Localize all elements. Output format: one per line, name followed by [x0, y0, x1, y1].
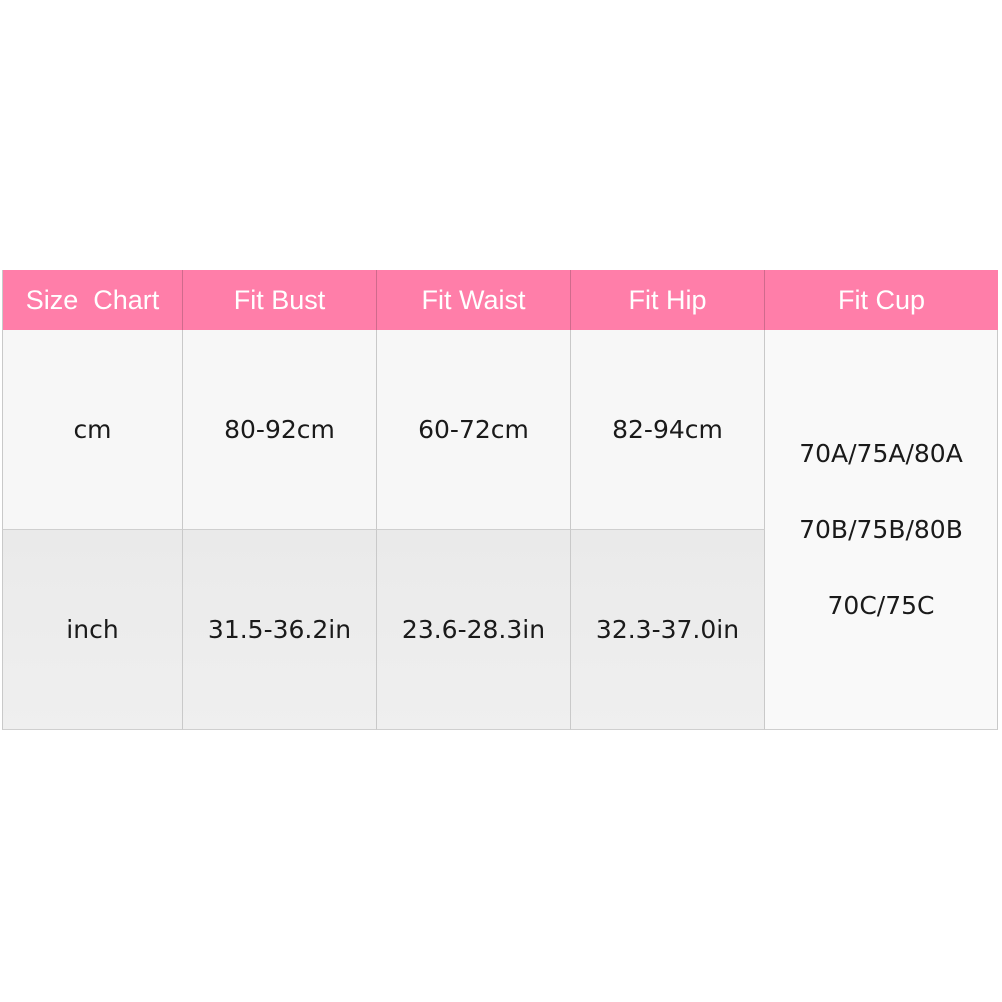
size-chart-table: Size Chart Fit Bust Fit Waist Fit Hip Fi… [2, 270, 998, 730]
cell-waist-inch: 23.6-28.3in [377, 530, 571, 730]
cell-hip-inch: 32.3-37.0in [571, 530, 765, 730]
header-fit-hip: Fit Hip [571, 270, 765, 330]
cell-fit-cup: 70A/75A/80A 70B/75B/80B 70C/75C [765, 330, 998, 730]
cell-unit-inch: inch [2, 530, 183, 730]
cell-bust-cm: 80-92cm [183, 330, 377, 530]
cup-size-c: 70C/75C [827, 591, 935, 620]
cup-size-b: 70B/75B/80B [799, 515, 963, 544]
header-fit-bust: Fit Bust [183, 270, 377, 330]
header-fit-waist: Fit Waist [377, 270, 571, 330]
cell-hip-cm: 82-94cm [571, 330, 765, 530]
header-size-chart: Size Chart [2, 270, 183, 330]
cell-waist-cm: 60-72cm [377, 330, 571, 530]
cell-unit-cm: cm [2, 330, 183, 530]
cell-bust-inch: 31.5-36.2in [183, 530, 377, 730]
header-fit-cup: Fit Cup [765, 270, 998, 330]
cup-size-a: 70A/75A/80A [799, 439, 963, 468]
